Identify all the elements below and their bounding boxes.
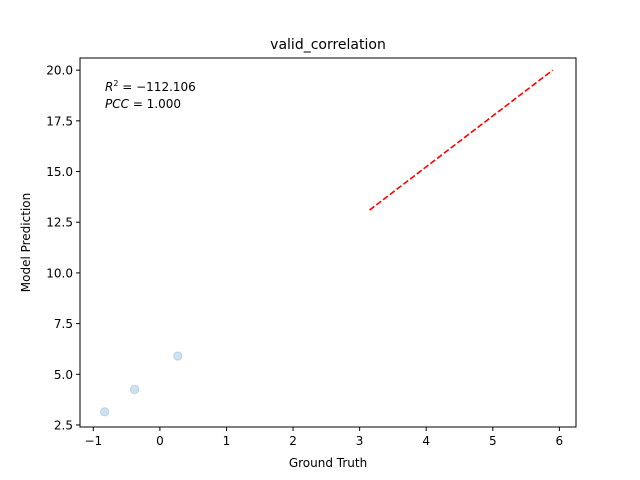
chart-title: valid_correlation [270,37,386,53]
y-axis: 2.5 5.0 7.5 10.0 12.5 15.0 17.5 20.0 [46,64,80,432]
stats-annotation: R2 = −112.106 PCC = 1.000 [105,79,196,111]
y-tick-label: 10.0 [46,266,73,280]
x-tick-label: −1 [84,434,102,448]
y-tick-label: 5.0 [54,368,73,382]
axes-frame [79,57,577,428]
plot-area [99,69,554,417]
pcc-annotation: PCC = 1.000 [105,97,181,111]
r2-annotation: R2 = −112.106 [105,79,196,94]
x-tick-label: 0 [156,434,164,448]
x-axis: −1 0 1 2 3 4 5 6 [84,427,563,448]
r2-exponent: 2 [113,79,118,88]
x-tick-label: 5 [489,434,497,448]
pcc-symbol: PCC [105,97,130,111]
x-tick-label: 4 [422,434,430,448]
y-tick-label: 17.5 [46,114,73,128]
r2-symbol: R [105,80,113,94]
x-tick-label: 6 [556,434,564,448]
x-tick-label: 2 [289,434,297,448]
data-point-2 [129,384,140,395]
y-tick-label: 15.0 [46,165,73,179]
pcc-value: = 1.000 [129,97,181,111]
y-tick-label: 2.5 [54,418,73,432]
y-tick-label: 7.5 [54,317,73,331]
fit-line [369,69,554,211]
x-tick-label: 3 [356,434,364,448]
x-axis-label: Ground Truth [289,456,367,470]
y-tick-label: 12.5 [46,216,73,230]
r2-value: = −112.106 [118,80,195,94]
x-tick-label: 1 [223,434,231,448]
data-point-1 [99,407,110,417]
data-point-3 [173,351,183,361]
y-axis-label: Model Prediction [19,193,33,292]
y-tick-label: 20.0 [46,64,73,78]
